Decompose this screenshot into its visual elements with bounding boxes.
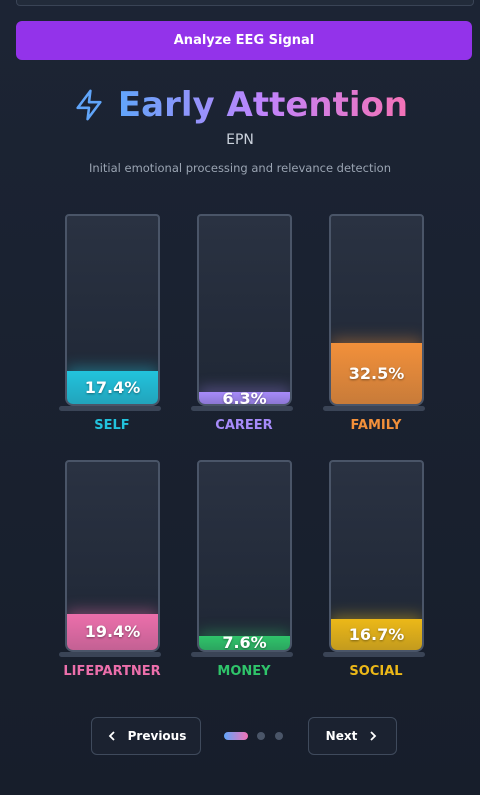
- input-bar[interactable]: [16, 0, 474, 6]
- value-label: 6.3%: [222, 388, 267, 406]
- tube-name: LIFEPARTNER: [63, 664, 161, 679]
- tube-name: MONEY: [217, 664, 271, 679]
- title-row: Early Attention: [0, 82, 480, 128]
- next-label: Next: [325, 729, 358, 743]
- page-dot-active[interactable]: [224, 732, 248, 740]
- chevron-left: [108, 731, 115, 741]
- next-button[interactable]: Next: [308, 717, 397, 755]
- description: Initial emotional processing and relevan…: [89, 161, 391, 175]
- lightning-icon: [76, 89, 102, 121]
- tube-base: [59, 406, 161, 411]
- subtitle: EPN: [226, 132, 254, 148]
- tube-base: [323, 652, 425, 657]
- tube-name: CAREER: [215, 418, 273, 433]
- tube-fill: 6.3%: [199, 388, 290, 406]
- chevron-right: [370, 731, 377, 741]
- value-label: 7.6%: [222, 633, 267, 652]
- tube: 32.5%: [329, 214, 424, 406]
- tube-base: [191, 406, 293, 411]
- analyze-button[interactable]: Analyze EEG Signal: [16, 21, 472, 60]
- tube-base: [59, 652, 161, 657]
- page-dot[interactable]: [257, 732, 265, 740]
- tube-fill: 17.4%: [67, 371, 158, 404]
- tube-fill: 16.7%: [331, 618, 422, 650]
- tube: 17.4%: [65, 214, 160, 406]
- title: Early Attention: [117, 85, 409, 125]
- tube-name: FAMILY: [350, 418, 402, 433]
- value-label: 16.7%: [348, 624, 405, 644]
- tube-name: SOCIAL: [349, 664, 403, 679]
- previous-label: Previous: [127, 729, 187, 743]
- tube-base: [191, 652, 293, 657]
- tube-fill: 19.4%: [67, 613, 158, 650]
- previous-button[interactable]: Previous: [91, 717, 201, 755]
- tube: 7.6%: [197, 460, 292, 652]
- value-label: 17.4%: [84, 378, 141, 398]
- value-label: 32.5%: [348, 363, 405, 383]
- tube: 16.7%: [329, 460, 424, 652]
- value-label: 19.4%: [84, 622, 141, 642]
- tube-fill: 7.6%: [199, 633, 290, 652]
- page-dot[interactable]: [275, 732, 283, 740]
- tube-name: SELF: [94, 418, 130, 433]
- tube: 6.3%: [197, 214, 292, 406]
- tube-base: [323, 406, 425, 411]
- tube: 19.4%: [65, 460, 160, 652]
- tube-fill: 32.5%: [331, 342, 422, 404]
